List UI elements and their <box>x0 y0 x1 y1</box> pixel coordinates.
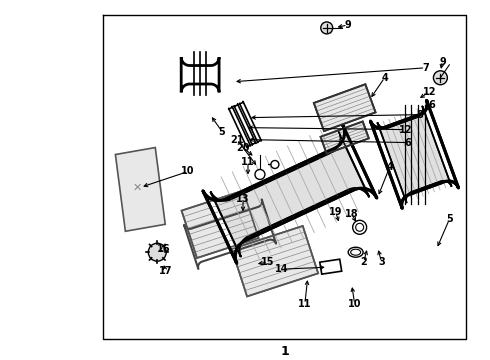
Text: 15: 15 <box>261 257 275 267</box>
Text: 19: 19 <box>329 207 343 217</box>
Text: 11: 11 <box>298 299 312 309</box>
Text: 17: 17 <box>158 266 172 276</box>
Text: 10: 10 <box>181 166 195 176</box>
Circle shape <box>321 22 333 34</box>
Polygon shape <box>116 148 165 231</box>
Text: 20: 20 <box>236 143 250 153</box>
Text: 9: 9 <box>439 57 446 67</box>
Text: 21: 21 <box>230 135 244 145</box>
Polygon shape <box>211 132 369 257</box>
Text: 18: 18 <box>345 209 359 219</box>
Text: 16: 16 <box>156 244 170 254</box>
Text: 4: 4 <box>381 73 388 83</box>
Text: 13: 13 <box>236 194 250 204</box>
Circle shape <box>434 71 447 85</box>
Text: 3: 3 <box>378 257 385 267</box>
Polygon shape <box>203 125 377 264</box>
Polygon shape <box>182 190 259 258</box>
Circle shape <box>255 170 265 179</box>
Polygon shape <box>377 106 452 203</box>
Polygon shape <box>314 84 375 131</box>
Text: 4: 4 <box>386 162 393 172</box>
Text: 8: 8 <box>416 110 423 120</box>
Text: 12: 12 <box>423 87 436 97</box>
Polygon shape <box>320 121 369 154</box>
Text: 5: 5 <box>219 127 225 136</box>
Polygon shape <box>232 226 318 296</box>
Ellipse shape <box>348 247 363 257</box>
Circle shape <box>353 220 367 234</box>
Text: 12: 12 <box>399 125 412 135</box>
Text: 2: 2 <box>360 257 367 267</box>
Polygon shape <box>320 259 342 274</box>
Text: 7: 7 <box>422 63 429 73</box>
Text: 11: 11 <box>241 157 255 167</box>
Text: 9: 9 <box>344 20 351 30</box>
Text: ✕: ✕ <box>133 183 142 193</box>
Circle shape <box>148 243 166 261</box>
Text: 6: 6 <box>404 138 411 148</box>
Text: 5: 5 <box>446 214 453 224</box>
Text: 14: 14 <box>275 264 289 274</box>
Circle shape <box>271 161 279 168</box>
Text: 1: 1 <box>280 345 289 359</box>
Polygon shape <box>181 57 219 93</box>
Polygon shape <box>370 100 459 208</box>
Text: 6: 6 <box>428 100 435 110</box>
Text: 10: 10 <box>348 299 362 309</box>
